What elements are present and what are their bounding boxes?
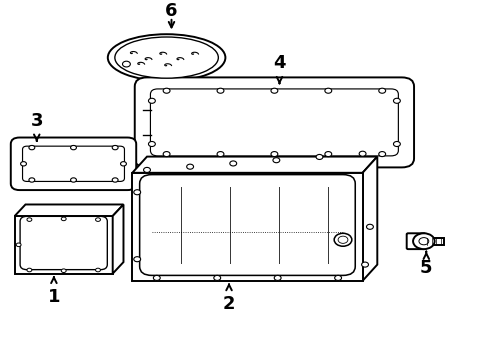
- Ellipse shape: [108, 34, 225, 81]
- Circle shape: [273, 158, 280, 163]
- Circle shape: [271, 152, 278, 157]
- Circle shape: [96, 218, 100, 221]
- Circle shape: [134, 257, 141, 262]
- Circle shape: [122, 61, 130, 67]
- Circle shape: [379, 88, 386, 93]
- Text: 2: 2: [223, 295, 235, 313]
- Circle shape: [148, 141, 155, 147]
- Circle shape: [379, 152, 386, 157]
- Circle shape: [230, 161, 237, 166]
- Circle shape: [359, 151, 366, 156]
- Circle shape: [112, 145, 118, 150]
- Ellipse shape: [115, 37, 219, 78]
- Circle shape: [153, 275, 160, 280]
- Circle shape: [187, 164, 194, 169]
- Circle shape: [413, 233, 435, 249]
- Polygon shape: [15, 216, 113, 274]
- Text: 1: 1: [48, 288, 60, 306]
- Circle shape: [112, 178, 118, 182]
- Circle shape: [325, 88, 332, 93]
- Circle shape: [163, 152, 170, 157]
- FancyBboxPatch shape: [150, 89, 398, 156]
- Circle shape: [27, 268, 32, 272]
- FancyBboxPatch shape: [135, 77, 414, 167]
- FancyBboxPatch shape: [20, 216, 107, 270]
- Polygon shape: [132, 157, 377, 173]
- Circle shape: [335, 275, 342, 280]
- Circle shape: [367, 224, 373, 229]
- Circle shape: [21, 162, 26, 166]
- Circle shape: [96, 268, 100, 272]
- FancyBboxPatch shape: [407, 233, 425, 249]
- Text: 6: 6: [165, 2, 178, 20]
- Polygon shape: [363, 157, 377, 281]
- Circle shape: [217, 88, 224, 93]
- Circle shape: [217, 152, 224, 157]
- Circle shape: [134, 190, 141, 195]
- Polygon shape: [113, 204, 123, 274]
- Text: 5: 5: [420, 259, 433, 277]
- Circle shape: [316, 154, 323, 159]
- FancyBboxPatch shape: [23, 146, 124, 181]
- Circle shape: [419, 238, 429, 245]
- Circle shape: [214, 275, 220, 280]
- Circle shape: [16, 243, 21, 247]
- Circle shape: [393, 141, 400, 147]
- Circle shape: [71, 145, 76, 150]
- Circle shape: [148, 98, 155, 103]
- FancyBboxPatch shape: [140, 175, 355, 275]
- Circle shape: [325, 152, 332, 157]
- Circle shape: [27, 218, 32, 221]
- Circle shape: [29, 178, 35, 182]
- Polygon shape: [132, 173, 363, 281]
- Text: 3: 3: [30, 112, 43, 130]
- Circle shape: [71, 178, 76, 182]
- Polygon shape: [15, 204, 123, 216]
- Circle shape: [61, 269, 66, 273]
- Circle shape: [271, 88, 278, 93]
- Circle shape: [393, 98, 400, 103]
- Bar: [424, 238, 444, 245]
- Circle shape: [334, 233, 352, 246]
- Circle shape: [29, 145, 35, 150]
- Circle shape: [274, 275, 281, 280]
- FancyBboxPatch shape: [11, 138, 136, 190]
- Circle shape: [163, 88, 170, 93]
- Circle shape: [61, 217, 66, 221]
- Circle shape: [362, 262, 368, 267]
- Circle shape: [144, 167, 150, 172]
- Text: 4: 4: [273, 54, 286, 72]
- Circle shape: [121, 162, 126, 166]
- Circle shape: [338, 236, 348, 243]
